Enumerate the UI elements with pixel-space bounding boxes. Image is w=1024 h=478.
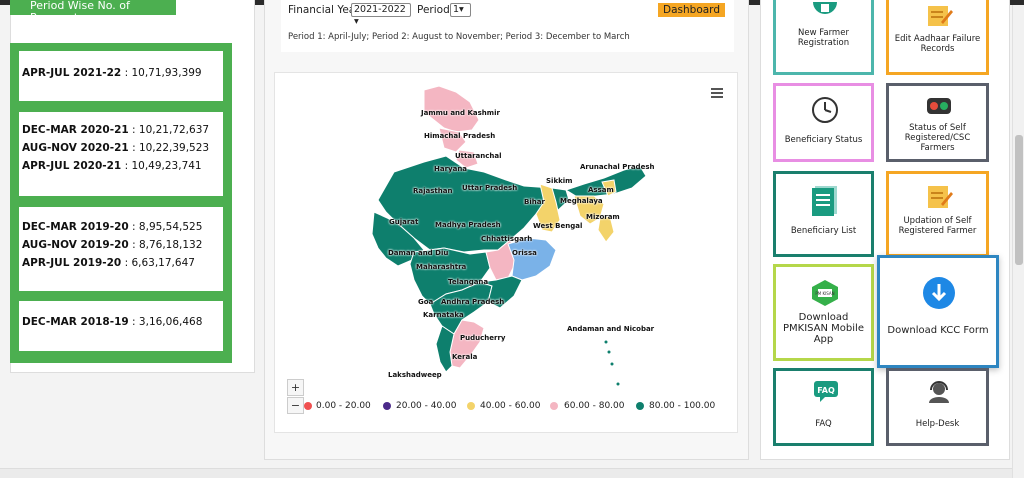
traffic-light-icon — [927, 98, 951, 114]
payment-row: APR-JUL 2019-20 : 6,63,17,647 — [22, 257, 195, 269]
state-label: Kerala — [452, 353, 478, 361]
state-label: Orissa — [512, 249, 537, 257]
form-icon — [813, 2, 837, 14]
edit-document-icon — [928, 6, 953, 26]
edit-document-icon — [928, 186, 953, 208]
legend-label: 20.00 - 40.00 — [396, 401, 457, 411]
page-scrollbar[interactable] — [1012, 5, 1024, 478]
updation-self-registered-tile[interactable]: Updation of Self Registered Farmer — [886, 171, 989, 257]
faq-tile[interactable]: FAQ FAQ — [773, 368, 874, 446]
state-label: Haryana — [434, 165, 468, 173]
period-note: Period 1: April-July; Period 2: August t… — [288, 32, 630, 42]
state-label: Jammu and Kashmir — [421, 109, 500, 117]
state-label: Uttar Pradesh — [462, 184, 518, 192]
chevron-down-icon: ▾ — [459, 4, 464, 15]
state-label: Daman and Diu — [388, 249, 449, 257]
state-label: Andhra Pradesh — [441, 298, 505, 306]
download-icon — [923, 277, 955, 309]
state-label: Goa — [418, 298, 434, 306]
state-label: Arunachal Pradesh — [580, 163, 655, 171]
legend-label: 0.00 - 20.00 — [316, 401, 371, 411]
svg-text:PM KISAN: PM KISAN — [815, 291, 834, 296]
state-label: Meghalaya — [560, 197, 603, 205]
financial-year-select[interactable]: 2021-2022 ▾ — [351, 3, 411, 27]
legend-dot — [304, 402, 312, 410]
headset-icon — [929, 381, 949, 403]
faq-icon: FAQ — [814, 381, 838, 402]
legend-label: 40.00 - 60.00 — [480, 401, 541, 411]
scrollbar-thumb[interactable] — [1015, 135, 1023, 265]
new-farmer-registration-tile[interactable]: New Farmer Registration — [773, 0, 874, 75]
state-label: Sikkim — [546, 177, 573, 185]
payment-row: DEC-MAR 2018-19 : 3,16,06,468 — [22, 316, 203, 328]
hamburger-icon[interactable] — [711, 88, 723, 98]
payment-row: AUG-NOV 2020-21 : 10,22,39,523 — [22, 142, 210, 154]
chevron-down-icon: ▾ — [354, 16, 359, 27]
legend-dot — [636, 402, 644, 410]
legend-dot — [550, 402, 558, 410]
state-label: Bihar — [524, 198, 545, 206]
list-icon — [812, 186, 837, 216]
state-label: Himachal Pradesh — [424, 132, 496, 140]
state-label: Karnataka — [423, 311, 464, 319]
state-label: West Bengal — [533, 222, 583, 230]
payment-card: APR-JUL 2021-22 : 10,71,93,399 — [19, 51, 223, 101]
india-map-shapes[interactable] — [274, 72, 738, 433]
zoom-in-button[interactable]: + — [287, 379, 304, 396]
payment-row: APR-JUL 2021-22 : 10,71,93,399 — [22, 67, 202, 79]
state-label: Maharashtra — [416, 263, 467, 271]
state-label: Chhattisgarh — [481, 235, 533, 243]
help-desk-tile[interactable]: Help-Desk — [886, 368, 989, 446]
payment-row: APR-JUL 2020-21 : 10,49,23,741 — [22, 160, 202, 172]
financial-year-label: Financial Year — [288, 4, 360, 16]
beneficiary-list-tile[interactable]: Beneficiary List — [773, 171, 874, 257]
pmkisan-app-icon: PM KISAN — [812, 280, 838, 306]
download-mobile-app-tile[interactable]: PM KISAN Download PMKISAN Mobile App — [773, 264, 874, 361]
state-label: Rajasthan — [413, 187, 453, 195]
period-label: Period — [417, 4, 450, 16]
zoom-out-button[interactable]: − — [287, 397, 304, 414]
payment-row: DEC-MAR 2019-20 : 8,95,54,525 — [22, 221, 203, 233]
state-label: Andaman and Nicobar — [567, 325, 655, 333]
legend-dot — [467, 402, 475, 410]
period-select[interactable]: 1▾ — [450, 3, 471, 17]
state-label: Telangana — [448, 278, 489, 286]
payment-card: DEC-MAR 2019-20 : 8,95,54,525 AUG-NOV 20… — [19, 207, 223, 291]
legend-label: 80.00 - 100.00 — [649, 401, 716, 411]
beneficiary-status-tile[interactable]: Beneficiary Status — [773, 83, 874, 162]
period-wise-payments-button[interactable]: Period Wise No. of Payments — [10, 0, 176, 15]
payments-frame: APR-JUL 2021-22 : 10,71,93,399 DEC-MAR 2… — [10, 43, 232, 363]
state-label: Mizoram — [586, 213, 620, 221]
payment-row: AUG-NOV 2019-20 : 8,76,18,132 — [22, 239, 203, 251]
edit-aadhaar-failure-tile[interactable]: Edit Aadhaar Failure Records — [886, 0, 989, 75]
svg-text:FAQ: FAQ — [817, 386, 835, 395]
payment-card: DEC-MAR 2020-21 : 10,21,72,637 AUG-NOV 2… — [19, 112, 223, 196]
state-label: Gujarat — [389, 218, 419, 226]
payment-card: DEC-MAR 2018-19 : 3,16,06,468 — [19, 301, 223, 351]
state-label: Puducherry — [460, 334, 506, 342]
legend-label: 60.00 - 80.00 — [564, 401, 625, 411]
payment-row: DEC-MAR 2020-21 : 10,21,72,637 — [22, 124, 210, 136]
state-label: Lakshadweep — [388, 371, 442, 379]
self-registered-status-tile[interactable]: Status of Self Registered/CSC Farmers — [886, 83, 989, 162]
state-label: Uttaranchal — [455, 152, 502, 160]
clock-icon — [812, 97, 838, 123]
dashboard-button[interactable]: Dashboard — [658, 3, 725, 17]
page-footer-strip — [0, 468, 1012, 478]
legend-dot — [383, 402, 391, 410]
state-label: Assam — [588, 186, 614, 194]
download-kcc-form-tile[interactable]: Download KCC Form — [877, 255, 999, 368]
state-label: Madhya Pradesh — [435, 221, 501, 229]
